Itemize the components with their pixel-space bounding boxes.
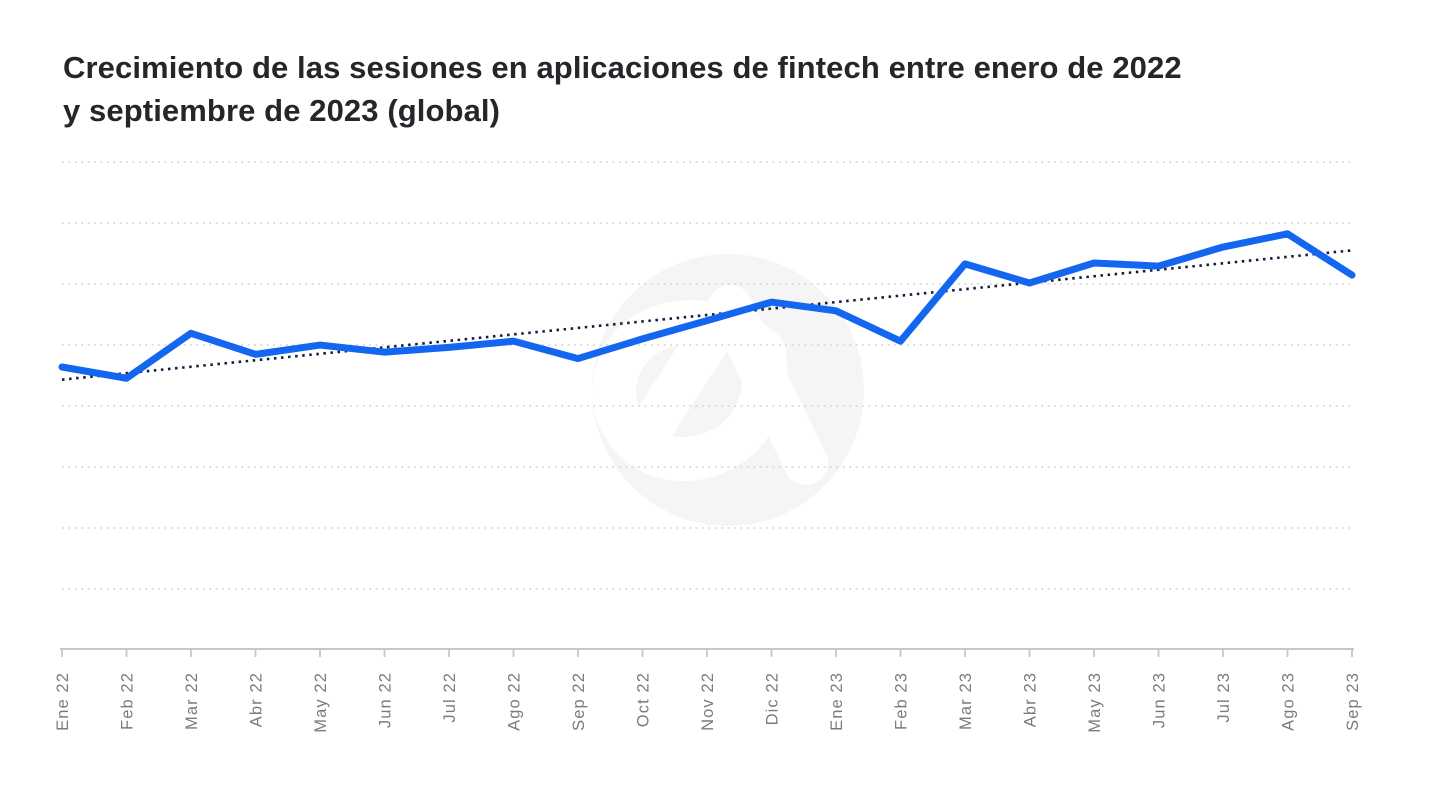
trend-line xyxy=(61,249,1353,381)
x-axis-label: Abr 22 xyxy=(248,672,266,727)
x-axis-label: Oct 22 xyxy=(635,672,653,727)
x-axis-label: Ago 22 xyxy=(506,672,524,731)
x-axis-label: Jul 22 xyxy=(441,672,459,723)
x-axis-label: Jul 23 xyxy=(1215,672,1233,723)
x-axis-label: Jun 23 xyxy=(1151,672,1169,728)
x-axis-label: Feb 23 xyxy=(893,672,911,730)
x-axis-label: Feb 22 xyxy=(119,672,137,730)
sessions-series-line xyxy=(58,230,1356,382)
x-axis-label: Ene 22 xyxy=(54,672,72,731)
chart-title-line2: y septiembre de 2023 (global) xyxy=(63,93,501,128)
x-axis-label: Dic 22 xyxy=(764,672,782,725)
x-axis-label: Jun 22 xyxy=(377,672,395,728)
chart-title: Crecimiento de las sesiones en aplicacio… xyxy=(63,46,1363,132)
chart-title-line1: Crecimiento de las sesiones en aplicacio… xyxy=(63,50,1182,85)
x-axis-label: Mar 22 xyxy=(183,672,201,730)
x-axis-label: Mar 23 xyxy=(957,672,975,730)
x-axis-label: May 22 xyxy=(312,672,330,733)
x-axis-label: May 23 xyxy=(1086,672,1104,733)
x-axis-label: Ago 23 xyxy=(1280,672,1298,731)
x-axis-label: Ene 23 xyxy=(828,672,846,731)
x-axis-label: Sep 22 xyxy=(570,672,588,731)
x-axis-label: Sep 23 xyxy=(1344,672,1362,731)
x-axis-label: Abr 23 xyxy=(1022,672,1040,727)
alpha-logo-watermark-apex xyxy=(626,285,828,485)
x-axis-label: Nov 22 xyxy=(699,672,717,731)
